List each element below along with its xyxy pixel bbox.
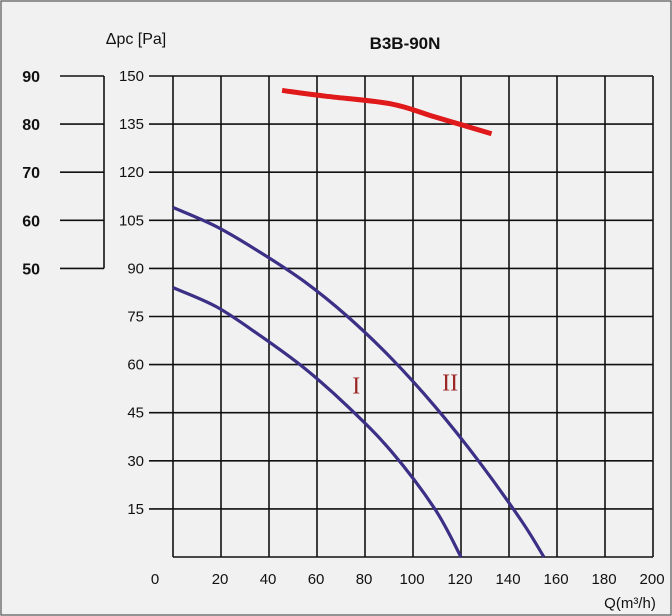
y-tick-label: 30 xyxy=(127,453,144,470)
y-axis-label: Δpc [Pa] xyxy=(106,31,167,48)
secondary-tick-label: 70 xyxy=(22,165,40,182)
y-tick-label: 150 xyxy=(119,68,144,85)
x-axis-label: Q(m³/h) xyxy=(604,595,656,612)
x-tick-label: 160 xyxy=(544,571,569,588)
x-tick-label: 120 xyxy=(448,571,473,588)
secondary-tick-label: 60 xyxy=(22,213,40,230)
secondary-tick-label: 50 xyxy=(22,261,40,278)
x-tick-label: 0 xyxy=(151,571,159,588)
x-tick-label: 180 xyxy=(592,571,617,588)
y-tick-label: 15 xyxy=(127,501,144,518)
tick-labels: 15 30 45 60 75 90 105 120 135 150 0 20 40 60 80 100 120 1… xyxy=(119,68,665,588)
x-tick-label: 40 xyxy=(260,571,277,588)
x-tick-label: 200 xyxy=(640,571,665,588)
grid xyxy=(172,75,654,558)
y-tick-label: 135 xyxy=(119,116,144,133)
y-tick-label: 45 xyxy=(127,405,144,422)
secondary-tick-label: 90 xyxy=(22,69,40,86)
y-tick-label: 120 xyxy=(119,164,144,181)
x-tick-label: 140 xyxy=(496,571,521,588)
efficiency-curve xyxy=(281,87,493,137)
x-tick-label: 20 xyxy=(212,571,229,588)
y-tick-label: 90 xyxy=(127,260,144,277)
x-tick-label: 80 xyxy=(356,571,373,588)
chart-title: B3B-90N xyxy=(370,34,441,53)
x-tick-label: 100 xyxy=(400,571,425,588)
curve-label-ii: II xyxy=(442,370,458,396)
y-tick-label: 75 xyxy=(127,309,144,326)
curve-label-i: I xyxy=(352,373,360,399)
curve-i xyxy=(172,286,463,558)
x-tick-label: 60 xyxy=(308,571,325,588)
curve-ii xyxy=(172,206,546,558)
secondary-tick-label: 80 xyxy=(22,117,40,134)
y-tick-label: 60 xyxy=(127,357,144,374)
y-tick-label: 105 xyxy=(119,212,144,229)
secondary-axis: 90 80 70 60 50 xyxy=(22,69,105,278)
curves: I II xyxy=(172,87,546,558)
